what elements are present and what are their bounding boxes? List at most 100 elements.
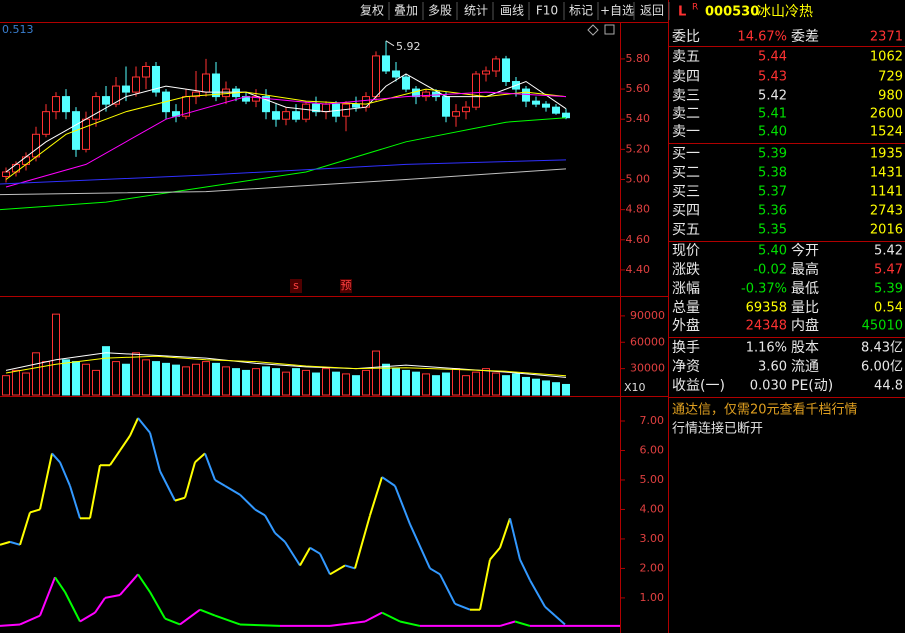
ma-line bbox=[0, 168, 567, 196]
indicator-segment bbox=[204, 453, 216, 481]
indicator-segment bbox=[184, 462, 196, 498]
volume-bar bbox=[252, 368, 260, 396]
quote-value: 1431 bbox=[870, 166, 903, 181]
toolbar-button[interactable]: 叠加 bbox=[394, 4, 418, 18]
volume-bar bbox=[342, 373, 350, 396]
quote-value: 5.38 bbox=[758, 166, 787, 181]
indicator-segment bbox=[129, 417, 139, 437]
candle-body bbox=[362, 96, 370, 108]
quote-value: 5.39 bbox=[758, 147, 787, 162]
candle-body bbox=[222, 88, 230, 98]
y-tick-label: 6.00 bbox=[640, 443, 665, 456]
quote-label: 收益(一) bbox=[672, 378, 725, 394]
y-tick-label: 5.80 bbox=[626, 52, 651, 65]
volume-bar bbox=[312, 372, 320, 396]
notice[interactable]: 通达信，仅需20元查看千档行情 bbox=[672, 402, 858, 418]
candle-body bbox=[392, 70, 400, 78]
volume-bar bbox=[272, 368, 280, 396]
volume-bar bbox=[522, 376, 530, 396]
candle-body bbox=[252, 96, 260, 102]
square-icon[interactable] bbox=[604, 24, 615, 35]
indicator-segment bbox=[239, 493, 256, 511]
toolbar-button[interactable]: 标记 bbox=[569, 4, 593, 18]
y-tick-label: 4.00 bbox=[640, 502, 665, 515]
indicator-segment bbox=[429, 567, 441, 576]
indicator-segment bbox=[0, 540, 11, 546]
toolbar-button[interactable]: 画线 bbox=[500, 4, 524, 18]
indicator-segment bbox=[274, 532, 286, 543]
quote-value: 2600 bbox=[870, 107, 903, 122]
indicator-segment bbox=[284, 541, 301, 567]
y-tick-label: 4.40 bbox=[626, 263, 651, 276]
indicator-segment bbox=[89, 465, 101, 519]
quote-label: 买三 bbox=[672, 184, 700, 200]
volume-bar bbox=[482, 368, 490, 396]
volume-bar bbox=[102, 346, 110, 396]
quote-label: 买一 bbox=[672, 146, 700, 162]
candle-body bbox=[302, 103, 310, 120]
quote-value: 1062 bbox=[870, 50, 903, 65]
candle-body bbox=[102, 96, 110, 105]
y-tick-label: 30000 bbox=[630, 362, 665, 375]
volume-bar bbox=[422, 373, 430, 396]
quote-value: 1935 bbox=[870, 147, 903, 162]
status: 行情连接已断开 bbox=[672, 421, 763, 437]
ma-line bbox=[5, 355, 567, 377]
indicator-segment bbox=[19, 614, 41, 626]
indicator-segment bbox=[79, 611, 96, 623]
quote-value: 5.42 bbox=[758, 89, 787, 104]
candle-body bbox=[262, 96, 270, 113]
y-tick-label: 5.00 bbox=[640, 473, 665, 486]
candle-body bbox=[292, 111, 300, 120]
quote-value: 5.39 bbox=[874, 282, 903, 297]
indicator-segment bbox=[519, 559, 531, 581]
volume-bar bbox=[232, 368, 240, 396]
toolbar-button[interactable]: 多股 bbox=[428, 4, 452, 18]
candle-body bbox=[52, 96, 60, 113]
toolbar-button[interactable]: F10 bbox=[536, 4, 558, 18]
toolbar-button[interactable]: 返回 bbox=[640, 4, 664, 18]
candle-body bbox=[212, 73, 220, 98]
quote-value: 5.37 bbox=[758, 185, 787, 200]
candle-body bbox=[482, 70, 490, 75]
indicator-segment bbox=[489, 547, 501, 561]
volume-bar bbox=[562, 383, 570, 396]
volume-bar bbox=[392, 368, 400, 396]
candle-body bbox=[62, 96, 70, 113]
volume-bar bbox=[32, 352, 40, 396]
toolbar-button[interactable]: +自选 bbox=[600, 4, 634, 18]
quote-value: 980 bbox=[878, 89, 903, 104]
candle-body bbox=[192, 91, 200, 98]
indicator-segment bbox=[214, 614, 241, 626]
indicator-segment bbox=[329, 620, 366, 627]
quote-label: 买四 bbox=[672, 203, 700, 219]
quote-label: 卖一 bbox=[672, 124, 700, 140]
candle-body bbox=[122, 85, 130, 93]
y-tick-label: 3.00 bbox=[640, 532, 665, 545]
volume-bar bbox=[502, 375, 510, 396]
candle-body bbox=[442, 96, 450, 117]
quote-value: 1141 bbox=[870, 185, 903, 200]
indicator-segment bbox=[329, 564, 346, 576]
indicator-segment bbox=[319, 553, 331, 575]
quote-value: 3.60 bbox=[758, 360, 787, 375]
candle-body bbox=[522, 88, 530, 102]
diamond-icon[interactable] bbox=[587, 24, 599, 36]
y-tick-label: 7.00 bbox=[640, 414, 665, 427]
indicator-segment bbox=[264, 514, 276, 534]
event-marker[interactable]: 预 bbox=[341, 279, 352, 292]
volume-bar bbox=[152, 361, 160, 396]
volume-bar bbox=[2, 375, 10, 396]
toolbar-button[interactable]: 统计 bbox=[464, 4, 488, 18]
y-tick-label: 5.00 bbox=[626, 172, 651, 185]
event-marker[interactable]: s bbox=[293, 279, 299, 292]
volume-bar bbox=[332, 371, 340, 396]
toolbar-button[interactable]: 复权 bbox=[360, 4, 384, 18]
candle-body bbox=[12, 163, 20, 173]
quote-label: 换手 bbox=[672, 339, 700, 356]
indicator-segment bbox=[499, 620, 516, 627]
candle-body bbox=[2, 171, 10, 177]
indicator-segment bbox=[51, 452, 61, 463]
quote-value: -0.37% bbox=[741, 282, 787, 297]
quote-label: 最低 bbox=[791, 281, 819, 297]
